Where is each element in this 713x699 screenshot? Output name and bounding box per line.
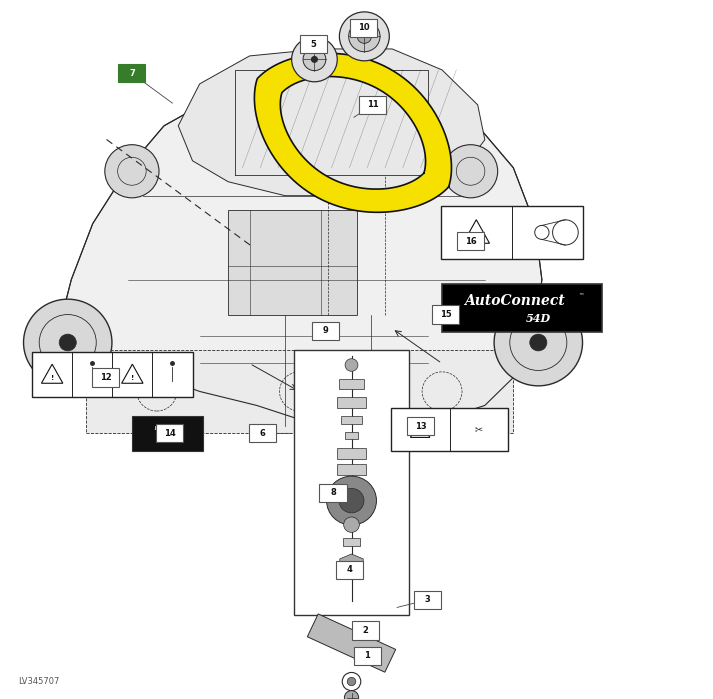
Text: 5: 5 bbox=[311, 40, 317, 48]
Circle shape bbox=[530, 334, 547, 351]
Polygon shape bbox=[463, 219, 490, 243]
Bar bbox=[354, 647, 381, 665]
Bar bbox=[457, 232, 484, 250]
Bar bbox=[118, 64, 145, 82]
Polygon shape bbox=[307, 614, 396, 672]
Polygon shape bbox=[178, 49, 485, 196]
Text: 2: 2 bbox=[363, 626, 369, 635]
Bar bbox=[359, 96, 386, 114]
Circle shape bbox=[339, 12, 389, 61]
Text: 15: 15 bbox=[440, 310, 451, 319]
Circle shape bbox=[357, 29, 371, 43]
Text: !: ! bbox=[130, 375, 134, 380]
Circle shape bbox=[349, 21, 380, 52]
Circle shape bbox=[443, 145, 498, 198]
Text: !: ! bbox=[419, 429, 422, 435]
Polygon shape bbox=[41, 364, 63, 383]
Circle shape bbox=[311, 56, 318, 63]
Text: 4: 4 bbox=[347, 565, 352, 574]
Bar bbox=[294, 350, 409, 615]
Text: 13: 13 bbox=[415, 422, 426, 431]
Text: 11: 11 bbox=[367, 101, 379, 109]
Circle shape bbox=[59, 334, 76, 351]
Polygon shape bbox=[255, 53, 451, 212]
Polygon shape bbox=[57, 84, 542, 426]
Circle shape bbox=[24, 299, 112, 386]
Text: !: ! bbox=[51, 375, 53, 380]
Bar bbox=[352, 621, 379, 640]
Text: 9: 9 bbox=[323, 326, 329, 335]
Circle shape bbox=[303, 48, 326, 71]
Text: John Deere: John Deere bbox=[154, 426, 181, 430]
Text: 1: 1 bbox=[364, 651, 370, 660]
Text: ™: ™ bbox=[578, 294, 584, 299]
Circle shape bbox=[339, 489, 364, 513]
Text: 3: 3 bbox=[425, 596, 431, 604]
Bar bbox=[414, 591, 441, 609]
Bar bbox=[92, 368, 119, 387]
Circle shape bbox=[344, 691, 359, 699]
Text: LV345707: LV345707 bbox=[18, 677, 59, 686]
Polygon shape bbox=[340, 554, 363, 574]
Bar bbox=[319, 484, 347, 502]
Text: 7: 7 bbox=[129, 69, 135, 78]
Text: !: ! bbox=[475, 233, 478, 239]
Bar bbox=[342, 538, 360, 547]
Circle shape bbox=[347, 677, 356, 686]
Bar bbox=[132, 416, 203, 451]
Text: 16: 16 bbox=[465, 237, 476, 245]
Text: Parts: Parts bbox=[163, 438, 173, 442]
Circle shape bbox=[327, 476, 376, 525]
Bar bbox=[441, 206, 583, 259]
Bar bbox=[345, 432, 358, 439]
Polygon shape bbox=[411, 420, 430, 438]
Bar bbox=[407, 417, 434, 435]
Text: 6: 6 bbox=[260, 429, 265, 438]
Polygon shape bbox=[228, 210, 356, 315]
Bar bbox=[249, 424, 276, 442]
Bar bbox=[312, 322, 339, 340]
Circle shape bbox=[344, 517, 359, 533]
Text: ✂: ✂ bbox=[475, 424, 483, 434]
Circle shape bbox=[494, 299, 583, 386]
Bar bbox=[432, 305, 459, 324]
Bar bbox=[391, 408, 508, 451]
Bar bbox=[337, 463, 366, 475]
Circle shape bbox=[105, 145, 159, 198]
Circle shape bbox=[345, 359, 358, 371]
Text: AutoConnect: AutoConnect bbox=[464, 294, 565, 308]
Text: 12: 12 bbox=[100, 373, 111, 382]
Bar bbox=[336, 561, 363, 579]
Bar bbox=[337, 448, 366, 459]
Bar bbox=[341, 416, 362, 424]
Text: 10: 10 bbox=[358, 24, 369, 32]
Bar bbox=[350, 19, 377, 37]
Bar bbox=[86, 350, 513, 433]
Bar bbox=[300, 35, 327, 53]
Text: 8: 8 bbox=[330, 489, 336, 497]
Text: 54D: 54D bbox=[525, 313, 551, 324]
Text: 14: 14 bbox=[164, 429, 175, 438]
Bar bbox=[337, 397, 366, 408]
Bar bbox=[339, 379, 364, 389]
Circle shape bbox=[292, 37, 337, 82]
Polygon shape bbox=[122, 364, 143, 383]
Bar bbox=[442, 284, 602, 332]
Bar bbox=[32, 352, 193, 397]
Bar bbox=[156, 424, 183, 442]
